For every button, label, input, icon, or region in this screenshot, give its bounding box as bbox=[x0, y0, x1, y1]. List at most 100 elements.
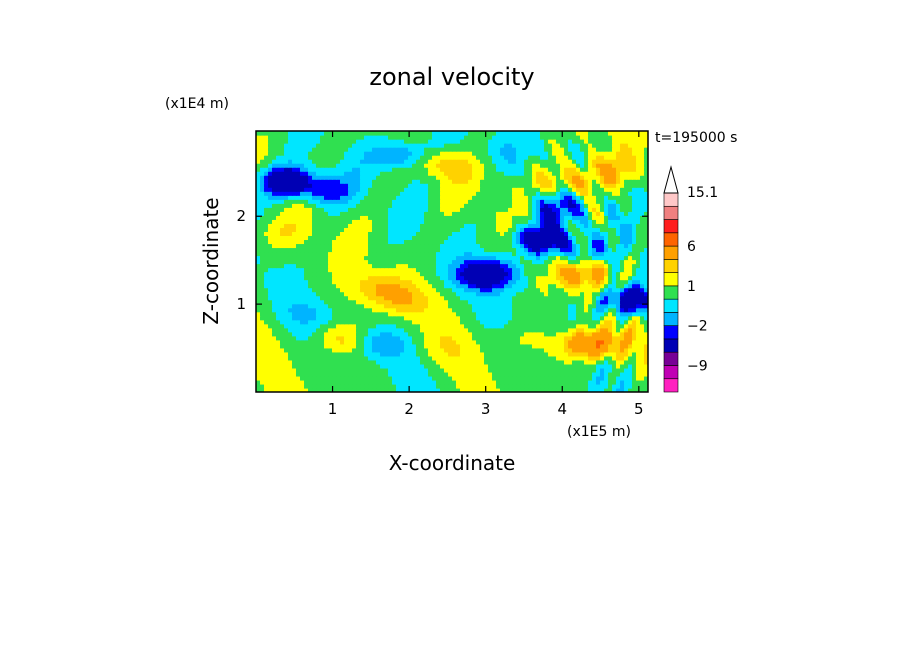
heatmap-cell bbox=[340, 291, 345, 297]
heatmap-cell bbox=[564, 259, 569, 265]
heatmap-cell bbox=[420, 223, 425, 228]
heatmap-cell bbox=[440, 387, 445, 392]
heatmap-cell bbox=[576, 295, 581, 301]
heatmap-cell bbox=[476, 251, 481, 257]
heatmap-cell bbox=[524, 355, 529, 361]
heatmap-cell bbox=[492, 255, 497, 261]
heatmap-cell bbox=[460, 367, 465, 373]
heatmap-cell bbox=[368, 335, 373, 341]
heatmap-cell bbox=[532, 375, 537, 381]
heatmap-cell bbox=[444, 207, 449, 212]
heatmap-cell bbox=[404, 219, 409, 224]
heatmap-cell bbox=[584, 331, 589, 337]
heatmap-cell bbox=[436, 279, 441, 285]
heatmap-cell bbox=[464, 331, 469, 337]
heatmap-cell bbox=[456, 299, 461, 305]
heatmap-cell bbox=[472, 303, 477, 309]
heatmap-cell bbox=[268, 371, 273, 377]
heatmap-cell bbox=[572, 375, 577, 381]
heatmap-cell bbox=[392, 271, 397, 277]
heatmap-cell bbox=[632, 267, 637, 273]
heatmap-cell bbox=[440, 359, 445, 365]
heatmap-cell bbox=[476, 219, 481, 224]
heatmap-cell bbox=[460, 299, 465, 305]
heatmap-cell bbox=[544, 271, 549, 277]
heatmap-cell bbox=[404, 347, 409, 353]
heatmap-cell bbox=[380, 279, 385, 285]
heatmap-cell bbox=[432, 343, 437, 349]
heatmap-cell bbox=[348, 303, 353, 309]
heatmap-cell bbox=[276, 371, 281, 377]
heatmap-cell bbox=[576, 187, 581, 192]
heatmap-cell bbox=[564, 343, 569, 349]
heatmap-cell bbox=[432, 219, 437, 224]
heatmap-cell bbox=[600, 311, 605, 317]
heatmap-cell bbox=[540, 343, 545, 349]
heatmap-cell bbox=[560, 243, 565, 249]
heatmap-cell bbox=[432, 227, 437, 232]
heatmap-cell bbox=[408, 383, 413, 389]
heatmap-cell bbox=[572, 379, 577, 385]
heatmap-cell bbox=[364, 255, 369, 261]
heatmap-cell bbox=[520, 319, 525, 325]
heatmap-cell bbox=[444, 371, 449, 377]
heatmap-cell bbox=[528, 375, 533, 381]
heatmap-cell bbox=[624, 331, 629, 337]
heatmap-cell bbox=[560, 363, 565, 369]
heatmap-cell bbox=[620, 331, 625, 337]
heatmap-cell bbox=[632, 367, 637, 373]
heatmap-cell bbox=[352, 367, 357, 373]
heatmap-cell bbox=[424, 299, 429, 305]
heatmap-cell bbox=[360, 335, 365, 341]
heatmap-cell bbox=[336, 315, 341, 321]
heatmap-cell bbox=[580, 363, 585, 369]
heatmap-cell bbox=[608, 191, 613, 196]
heatmap-cell bbox=[520, 315, 525, 321]
heatmap-cell bbox=[432, 339, 437, 345]
heatmap-cell bbox=[480, 195, 485, 200]
heatmap-cell bbox=[436, 235, 441, 241]
heatmap-cell bbox=[376, 331, 381, 337]
heatmap-cell bbox=[560, 227, 565, 232]
heatmap-cell bbox=[460, 219, 465, 224]
heatmap-cell bbox=[632, 359, 637, 365]
heatmap-cell bbox=[460, 371, 465, 377]
heatmap-cell bbox=[348, 375, 353, 381]
heatmap-cell bbox=[424, 239, 429, 245]
heatmap-cell bbox=[624, 199, 629, 204]
heatmap-cell bbox=[324, 327, 329, 333]
heatmap-cell bbox=[520, 203, 525, 208]
heatmap-cell bbox=[376, 359, 381, 365]
heatmap-cell bbox=[492, 351, 497, 357]
heatmap-cell bbox=[300, 327, 305, 333]
heatmap-cell bbox=[320, 235, 325, 241]
heatmap-cell bbox=[624, 271, 629, 277]
heatmap-cell bbox=[384, 263, 389, 269]
heatmap-cell bbox=[468, 223, 473, 228]
heatmap-cell bbox=[528, 279, 533, 285]
heatmap-cell bbox=[356, 283, 361, 289]
heatmap-cell bbox=[516, 299, 521, 305]
heatmap-cell bbox=[328, 367, 333, 373]
heatmap-cell bbox=[428, 295, 433, 301]
heatmap-cell bbox=[316, 263, 321, 269]
heatmap-cell bbox=[304, 343, 309, 349]
heatmap-cell bbox=[448, 383, 453, 389]
heatmap-cell bbox=[592, 195, 597, 200]
heatmap-cell bbox=[452, 219, 457, 224]
heatmap-cell bbox=[464, 375, 469, 381]
heatmap-cell bbox=[472, 387, 477, 392]
heatmap-cell bbox=[580, 279, 585, 285]
heatmap-cell bbox=[264, 271, 269, 277]
heatmap-cell bbox=[404, 363, 409, 369]
heatmap-cell bbox=[260, 371, 265, 377]
heatmap-cell bbox=[592, 387, 597, 392]
heatmap-cell bbox=[632, 223, 637, 228]
heatmap-cell bbox=[492, 295, 497, 301]
heatmap-cell bbox=[424, 323, 429, 329]
heatmap-cell bbox=[260, 307, 265, 313]
heatmap-cell bbox=[632, 291, 637, 297]
heatmap-cell bbox=[360, 291, 365, 297]
heatmap-cell bbox=[524, 255, 529, 261]
heatmap-cell bbox=[416, 303, 421, 309]
